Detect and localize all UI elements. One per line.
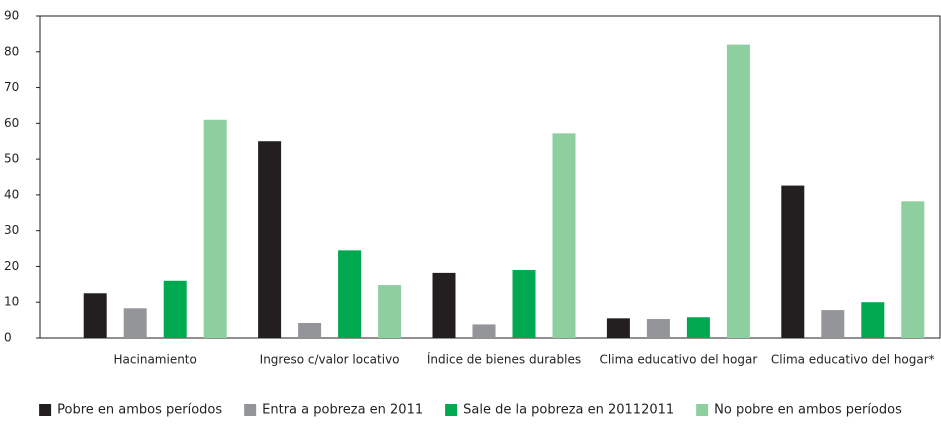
bar [203, 119, 227, 338]
legend-swatch [39, 404, 52, 416]
bar [83, 293, 107, 338]
bar [298, 322, 322, 338]
y-tick-label: 90 [4, 9, 19, 23]
y-tick-label: 10 [4, 295, 19, 309]
bar [821, 310, 845, 338]
bar [646, 319, 670, 338]
bar [861, 302, 885, 338]
bar [552, 133, 576, 338]
y-tick-label: 60 [4, 116, 19, 130]
bar [258, 141, 282, 338]
y-tick-label: 20 [4, 259, 19, 273]
bar [726, 44, 750, 338]
bar [123, 308, 147, 338]
y-tick-label: 70 [4, 80, 19, 94]
y-tick-label: 80 [4, 44, 19, 58]
bar [781, 185, 805, 338]
bar [163, 280, 187, 338]
bar [686, 317, 710, 338]
y-tick-label: 50 [4, 152, 19, 166]
legend-label: Pobre en ambos períodos [57, 403, 222, 418]
y-tick-label: 0 [4, 331, 12, 345]
bar [338, 250, 362, 338]
legend-label: Entra a pobreza en 2011 [262, 403, 423, 418]
legend-label: No pobre en ambos períodos [714, 403, 902, 418]
x-tick-label: Clima educativo del hogar* [771, 353, 935, 367]
x-tick-label: Hacinamiento [114, 353, 197, 367]
y-tick-label: 40 [4, 187, 19, 201]
y-tick-label: 30 [4, 223, 19, 237]
x-tick-label: Índice de bienes durables [427, 352, 581, 367]
bar [512, 270, 536, 338]
legend-swatch [696, 404, 709, 416]
legend-swatch [445, 404, 458, 416]
x-tick-label: Clima educativo del hogar [600, 353, 758, 367]
legend-label: Sale de la pobreza en 20112011 [463, 403, 674, 418]
legend-swatch [244, 404, 257, 416]
bar [472, 324, 496, 338]
bar [606, 318, 630, 338]
bar [901, 201, 925, 338]
bar [432, 272, 456, 338]
x-tick-label: Ingreso c/valor locativo [260, 353, 400, 367]
bar [378, 285, 402, 338]
